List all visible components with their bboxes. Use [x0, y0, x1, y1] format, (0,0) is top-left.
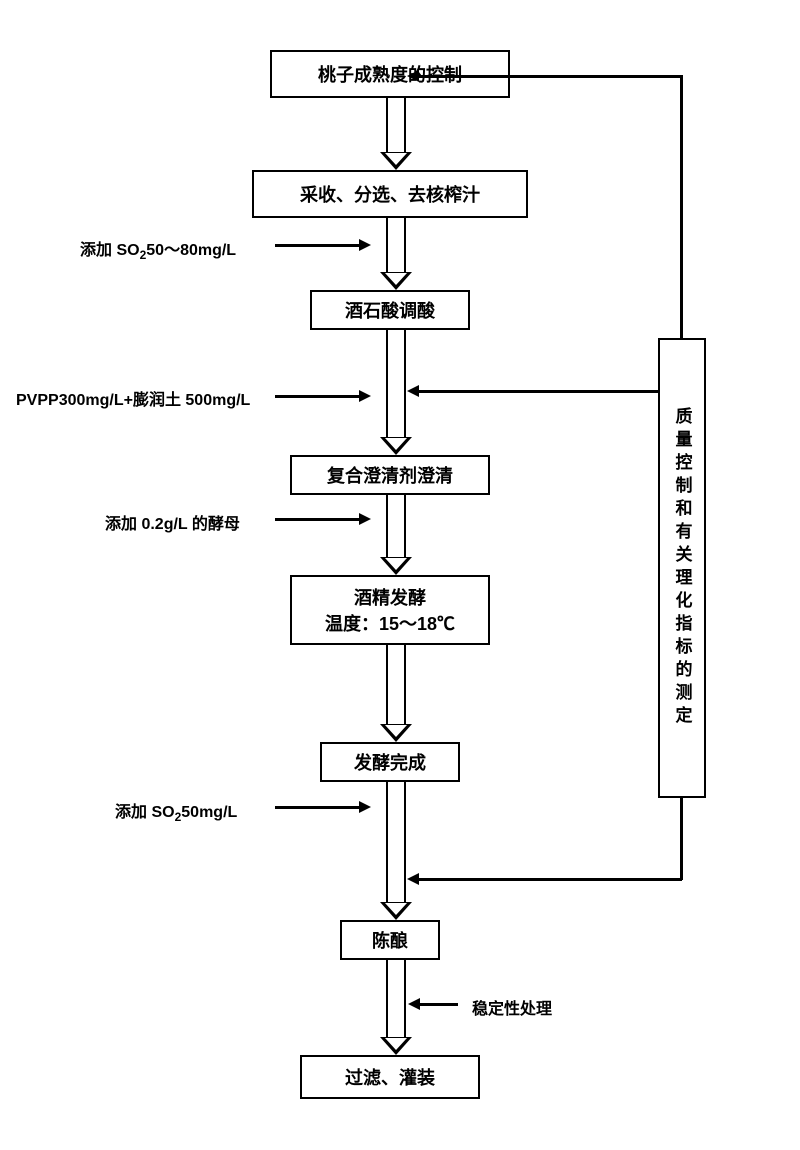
arrow-down — [380, 495, 412, 575]
side-arrow — [275, 244, 363, 247]
qc-arrow-head — [407, 70, 419, 82]
qc-arrow-head — [407, 385, 419, 397]
flow-node: 桃子成熟度的控制 — [270, 50, 510, 98]
side-arrow — [275, 806, 363, 809]
flow-node: 采收、分选、去核榨汁 — [252, 170, 528, 218]
flow-node: 陈酿 — [340, 920, 440, 960]
flow-node: 酒石酸调酸 — [310, 290, 470, 330]
qc-line — [680, 798, 683, 880]
qc-line — [415, 878, 682, 881]
side-label: 添加 SO250mg/L — [115, 798, 237, 824]
arrow-down — [380, 98, 412, 170]
qc-box: 质量控制和有关理化指标的测定 — [658, 338, 706, 798]
qc-line — [415, 390, 658, 393]
qc-line — [680, 75, 683, 338]
side-label: 添加 SO250～80mg/L — [80, 236, 236, 262]
side-label: 添加 0.2g/L 的酵母 — [105, 510, 240, 534]
side-arrow — [416, 1003, 458, 1006]
side-label: PVPP300mg/L+膨润土 500mg/L — [16, 386, 250, 410]
side-arrow — [275, 518, 363, 521]
arrow-down — [380, 645, 412, 742]
flow-node: 过滤、灌装 — [300, 1055, 480, 1099]
flow-node: 酒精发酵 温度：15～18℃ — [290, 575, 490, 645]
flow-node: 复合澄清剂澄清 — [290, 455, 490, 495]
arrow-down — [380, 218, 412, 290]
qc-arrow-head — [407, 873, 419, 885]
arrow-down — [380, 782, 412, 920]
qc-line — [415, 75, 682, 78]
side-arrow — [275, 395, 363, 398]
side-label: 稳定性处理 — [472, 995, 552, 1019]
flow-node: 发酵完成 — [320, 742, 460, 782]
